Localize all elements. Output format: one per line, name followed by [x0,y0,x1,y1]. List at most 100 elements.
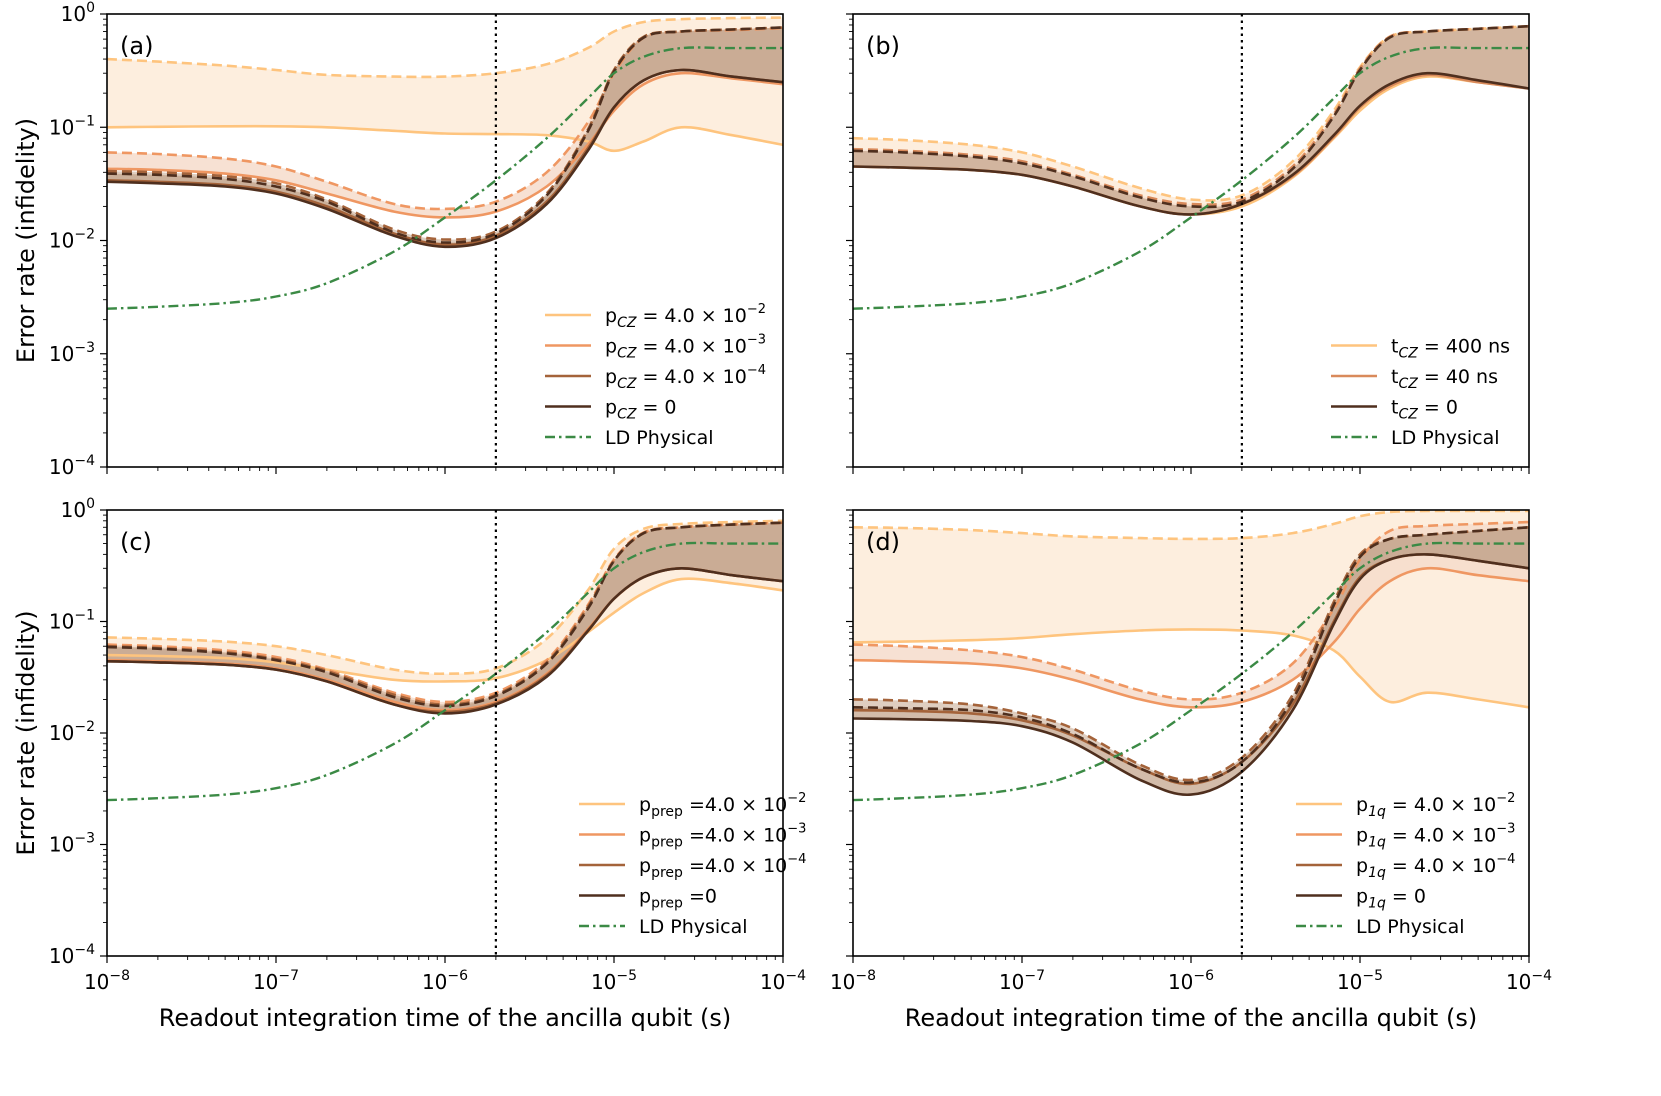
x-tick-label: 10−7 [253,968,299,994]
y-tick-label: 10−4 [49,942,95,968]
legend-item: pCZ = 0 [545,397,677,423]
panel-label: (b) [866,32,900,60]
legend-item: LD Physical [545,427,714,449]
legend-label: pprep =4.0 × 10−3 [639,822,806,851]
legend-label: p1q = 4.0 × 10−4 [1356,852,1515,881]
x-tick-label: 10−7 [999,968,1045,994]
x-tick-label: 10−4 [760,968,806,994]
legend-label: LD Physical [605,427,714,449]
y-tick-label: 10−2 [49,227,95,253]
legend-item: LD Physical [1331,427,1500,449]
y-tick-label: 100 [61,0,95,26]
legend-label: LD Physical [639,916,748,938]
band-3 [107,522,783,714]
legend-item: pCZ = 4.0 × 10−3 [545,333,766,362]
series-solid-line-1 [107,566,783,712]
plot-area [107,519,783,802]
legend-label: p1q = 4.0 × 10−3 [1356,822,1515,851]
legend-item: tCZ = 400 ns [1331,336,1510,362]
legend: tCZ = 400 ns tCZ = 40 ns tCZ = 0 LD Physica… [1331,336,1510,449]
legend-item: p1q = 4.0 × 10−3 [1296,822,1515,851]
legend-label: tCZ = 40 ns [1391,366,1498,392]
series-dashed-line-1 [853,24,1529,206]
legend-item: pprep =4.0 × 10−3 [579,822,806,851]
legend-label: pCZ = 4.0 × 10−2 [605,302,766,331]
series-dashed-line-2 [853,24,1529,209]
band-3 [853,527,1529,795]
series-solid-line-3 [107,68,783,249]
x-tick-label: 10−6 [1168,968,1214,994]
legend-label: p1q = 4.0 × 10−2 [1356,791,1515,820]
y-axis-label: Error rate (infidelity) [12,118,40,363]
legend-item: p1q = 0 [1296,886,1426,912]
series-solid-line-1 [107,71,783,219]
plot-area [853,24,1529,310]
ld-physical-line [853,46,1529,310]
y-tick-label: 100 [61,496,95,522]
series-solid-line-0 [107,577,783,683]
legend-label: pprep =0 [639,886,717,912]
y-tick-label: 10−1 [49,608,95,634]
x-tick-label: 10−4 [1506,968,1552,994]
plot-area [107,16,783,310]
band-0 [107,17,783,151]
legend-item: pCZ = 4.0 × 10−2 [545,302,766,331]
y-tick-label: 10−1 [49,113,95,139]
legend-item: pCZ = 4.0 × 10−4 [545,363,766,392]
series-dashed-line-0 [853,510,1529,541]
panel-d: 10−8 10−7 10−6 10−5 10−4 Readout integration … [830,509,1552,1032]
series-dashed-line-3 [853,526,1529,784]
panel-label: (d) [866,528,900,556]
series-solid-line-3 [107,566,783,715]
legend-label: p1q = 0 [1356,886,1426,912]
x-tick-label: 10−5 [1337,968,1383,994]
x-tick-label: 10−6 [422,968,468,994]
panel-label: (c) [120,528,152,556]
legend-item: LD Physical [579,916,748,938]
series-dashed-line-0 [107,16,783,79]
legend-label: pCZ = 4.0 × 10−3 [605,333,766,362]
y-tick-label: 10−3 [49,831,95,857]
panel-a: 100 10−1 10−2 10−3 10−4 Error rate (infidelit… [12,0,784,479]
x-tick-label: 10−5 [591,968,637,994]
x-tick-label: 10−8 [830,968,876,994]
series-dashed-line-3 [107,521,783,708]
legend-item: LD Physical [1296,916,1465,938]
plot-area [853,510,1529,802]
legend-item: p1q = 4.0 × 10−4 [1296,852,1515,881]
series-dashed-line-0 [853,24,1529,202]
legend-item: tCZ = 40 ns [1331,366,1498,392]
legend-label: LD Physical [1391,427,1500,449]
legend-label: pCZ = 0 [605,397,677,423]
y-tick-label: 10−2 [49,719,95,745]
legend-item: pprep =4.0 × 10−2 [579,791,806,820]
legend-label: tCZ = 0 [1391,397,1458,423]
legend-label: pprep =4.0 × 10−2 [639,791,806,820]
ld-physical-line [107,541,783,802]
band-2 [853,26,1529,215]
legend-label: pprep =4.0 × 10−4 [639,852,806,881]
legend-item: pprep =4.0 × 10−4 [579,852,806,881]
series-dashed-line-2 [853,526,1529,782]
legend-label: tCZ = 400 ns [1391,336,1510,362]
panel-label: (a) [120,32,153,60]
series-solid-line-2 [107,566,783,714]
series-solid-line-1 [853,566,1529,709]
legend-label: LD Physical [1356,916,1465,938]
legend-item: pprep =0 [579,886,717,912]
y-tick-label: 10−4 [49,453,95,479]
y-tick-label: 10−3 [49,340,95,366]
x-axis-label: Readout integration time of the ancilla … [905,1004,1477,1032]
ld-physical-line [107,46,783,310]
y-axis-label: Error rate (infidelity) [12,610,40,855]
panel-c: 10−8 10−7 10−6 10−5 10−4 100 10−1 10−2 10−3 10−4 R… [12,496,806,1032]
x-tick-label: 10−8 [84,968,130,994]
x-axis-label: Readout integration time of the ancilla … [159,1004,731,1032]
series-solid-line-0 [853,628,1529,709]
legend-item: tCZ = 0 [1331,397,1458,423]
legend-label: pCZ = 4.0 × 10−4 [605,363,766,392]
